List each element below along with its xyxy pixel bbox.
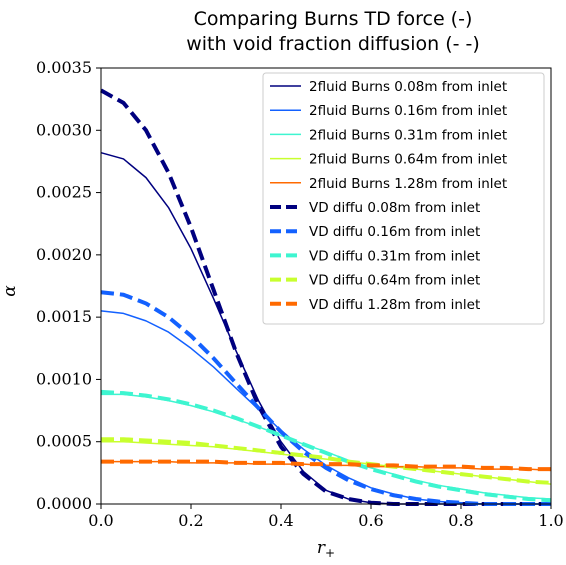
legend: 2fluid Burns 0.08m from inlet 2fluid Burn… (262, 72, 545, 325)
y-axis-label: α (0, 285, 20, 297)
legend-label-6: VD diffu 0.08m from inlet (309, 200, 480, 216)
y-tick-label: 0.0030 (36, 120, 92, 139)
series-line-8 (100, 389, 552, 503)
legend-label-8: VD diffu 0.31m from inlet (309, 248, 480, 264)
x-axis-label: r+ (317, 538, 335, 560)
legend-label-10: VD diffu 1.28m from inlet (309, 297, 480, 313)
x-tick-label: 0.0 (88, 511, 113, 530)
legend-box (262, 72, 545, 325)
legend-label-9: VD diffu 0.64m from inlet (309, 273, 480, 289)
y-tick-label: 0.0025 (36, 183, 92, 202)
legend-label-2: 2fluid Burns 0.16m from inlet (309, 103, 507, 119)
series-line-5 (101, 460, 552, 472)
legend-label-5: 2fluid Burns 1.28m from inlet (309, 176, 507, 192)
plot-frame (100, 67, 552, 505)
x-tick-label: 1.0 (538, 511, 563, 530)
legend-label-3: 2fluid Burns 0.31m from inlet (309, 127, 507, 143)
legend-label-7: VD diffu 0.16m from inlet (309, 224, 480, 240)
legend-label-4: 2fluid Burns 0.64m from inlet (309, 152, 507, 168)
y-axis-ticks: 0.0000 0.0005 0.0010 0.0015 0.0020 0.0025 0.00… (36, 58, 101, 513)
legend-label-1: 2fluid Burns 0.08m from inlet (309, 79, 507, 95)
y-tick-label: 0.0015 (36, 307, 92, 326)
x-tick-label: 0.2 (178, 511, 203, 530)
x-axis-ticks: 0.0 0.2 0.4 0.6 0.8 1.0 (88, 504, 564, 530)
y-tick-label: 0.0005 (36, 432, 92, 451)
chart-title-line-1: Comparing Burns TD force (-) (194, 8, 473, 30)
series-line-3 (101, 393, 552, 500)
y-tick-label: 0.0020 (36, 245, 92, 264)
x-tick-label: 0.4 (268, 511, 293, 530)
y-tick-label: 0.0035 (36, 58, 92, 77)
x-tick-label: 0.8 (448, 511, 473, 530)
y-tick-label: 0.0000 (36, 494, 92, 513)
chart-title-line-2: with void fraction diffusion (- -) (186, 33, 480, 55)
x-axis-label-r: r (317, 538, 326, 558)
series-line-4 (101, 440, 552, 485)
x-tick-label: 0.6 (358, 511, 383, 530)
x-axis-label-subscript: + (325, 546, 335, 560)
y-tick-label: 0.0010 (36, 369, 92, 388)
